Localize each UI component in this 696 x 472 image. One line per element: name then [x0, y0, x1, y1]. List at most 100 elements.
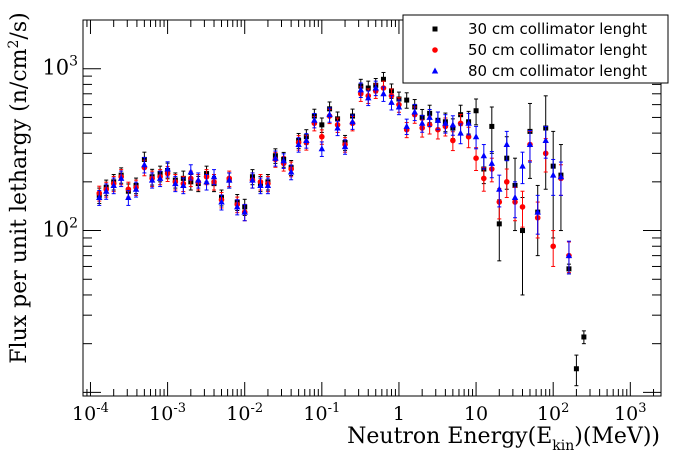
data-point: [565, 240, 573, 275]
legend-entry: 30 cm collimator lenght: [432, 20, 647, 38]
point-marker: [365, 94, 372, 101]
point-marker: [241, 208, 248, 215]
data-point: [372, 80, 379, 97]
data-point: [403, 118, 410, 136]
point-marker: [287, 168, 295, 175]
data-point: [581, 330, 587, 345]
point-marker: [319, 122, 325, 128]
point-marker: [457, 120, 464, 127]
legend: 30 cm collimator lenght 50 cm collimator …: [402, 14, 669, 84]
data-point: [395, 99, 403, 116]
point-marker: [526, 141, 534, 148]
data-point: [195, 172, 202, 189]
x-tick-label: 103: [614, 401, 646, 425]
legend-marker: [431, 67, 439, 74]
data-point: [234, 199, 241, 216]
data-point: [334, 120, 341, 137]
series-3: [96, 80, 573, 275]
data-point: [488, 150, 496, 179]
point-marker: [520, 228, 526, 234]
x-tick-label: 10-2: [226, 401, 263, 425]
point-marker: [180, 181, 187, 188]
data-point: [272, 150, 279, 167]
data-point: [465, 112, 472, 136]
point-marker: [496, 185, 503, 192]
legend-entry: 80 cm collimator lenght: [431, 62, 647, 80]
data-point: [110, 177, 117, 195]
data-point: [187, 164, 195, 181]
data-point: [96, 189, 103, 206]
data-point: [542, 125, 549, 159]
data-point: [357, 82, 364, 98]
point-marker: [503, 179, 510, 185]
point-marker: [380, 90, 387, 97]
point-marker: [519, 204, 526, 210]
data-point: [148, 172, 156, 189]
point-marker: [218, 198, 225, 205]
data-point: [426, 108, 433, 127]
data-point: [226, 172, 233, 189]
data-point: [449, 115, 457, 136]
data-point: [503, 130, 510, 162]
data-point: [249, 172, 256, 189]
data-point: [496, 174, 503, 208]
plot-frame: [82, 19, 662, 397]
data-point: [203, 174, 210, 191]
point-marker: [303, 137, 310, 144]
point-marker: [264, 181, 272, 188]
point-marker: [319, 133, 325, 140]
point-marker: [164, 165, 171, 172]
legend-box: [402, 14, 669, 84]
data-point: [503, 168, 510, 199]
point-marker: [357, 86, 364, 93]
point-marker: [534, 208, 541, 215]
data-point: [241, 203, 248, 222]
point-marker: [156, 174, 164, 181]
data-point: [450, 131, 456, 152]
point-marker: [473, 155, 479, 161]
point-marker: [450, 137, 456, 144]
y-tick-label: 103: [42, 54, 78, 80]
data-point: [326, 107, 333, 123]
data-point: [349, 114, 356, 130]
point-marker: [472, 133, 480, 140]
point-marker: [442, 119, 449, 126]
data-point: [210, 169, 218, 186]
legend-marker: [432, 26, 438, 32]
data-point: [156, 170, 164, 188]
data-point: [341, 139, 349, 155]
data-point: [380, 86, 387, 102]
data-point: [472, 125, 480, 150]
data-point: [132, 181, 140, 198]
data-point: [519, 151, 526, 185]
point-marker: [426, 113, 433, 120]
data-point: [526, 130, 534, 163]
data-point: [411, 103, 418, 122]
point-marker: [434, 116, 442, 123]
point-marker: [334, 124, 341, 131]
data-point: [549, 158, 557, 196]
point-marker: [403, 122, 410, 129]
y-tick-label: 102: [42, 216, 78, 242]
data-point: [519, 190, 526, 228]
point-marker: [187, 168, 195, 175]
point-marker: [380, 76, 386, 82]
data-point: [295, 137, 302, 153]
legend-marker: [432, 47, 438, 53]
point-marker: [395, 103, 403, 110]
data-point: [180, 177, 187, 195]
point-marker: [125, 194, 132, 201]
point-marker: [404, 97, 410, 103]
point-marker: [311, 116, 318, 123]
point-marker: [349, 118, 356, 125]
data-point: [365, 90, 372, 107]
data-point: [141, 156, 148, 174]
data-point: [480, 144, 488, 170]
data-point: [311, 112, 318, 129]
data-point: [404, 92, 410, 109]
point-marker: [103, 187, 110, 194]
point-marker: [519, 162, 526, 169]
point-marker: [257, 181, 264, 188]
data-point: [303, 133, 310, 149]
